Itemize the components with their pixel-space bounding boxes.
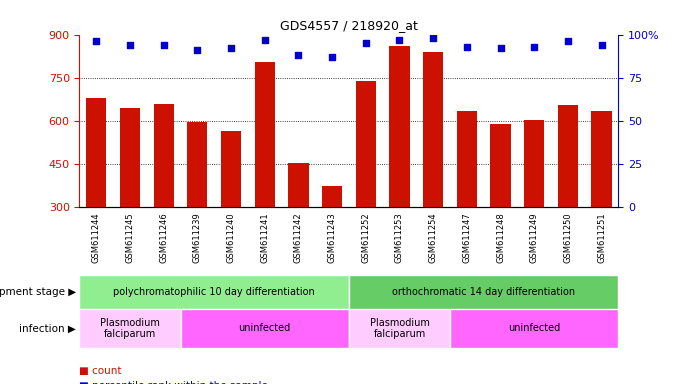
Point bbox=[91, 38, 102, 45]
Text: GSM611245: GSM611245 bbox=[126, 213, 135, 263]
Text: GSM611252: GSM611252 bbox=[361, 213, 370, 263]
Bar bbox=[254, 62, 275, 207]
Text: GSM611247: GSM611247 bbox=[462, 213, 471, 263]
Bar bbox=[524, 119, 545, 207]
Text: uninfected: uninfected bbox=[238, 323, 291, 333]
Text: GSM611253: GSM611253 bbox=[395, 213, 404, 263]
Point bbox=[259, 37, 270, 43]
Text: Plasmodium
falciparum: Plasmodium falciparum bbox=[370, 318, 429, 339]
Text: orthochromatic 14 day differentiation: orthochromatic 14 day differentiation bbox=[392, 287, 576, 297]
Bar bbox=[457, 111, 477, 207]
Title: GDS4557 / 218920_at: GDS4557 / 218920_at bbox=[280, 19, 418, 32]
Text: GSM611246: GSM611246 bbox=[159, 213, 168, 263]
Text: GSM611242: GSM611242 bbox=[294, 213, 303, 263]
Point bbox=[394, 37, 405, 43]
Bar bbox=[79, 309, 180, 348]
Point bbox=[495, 45, 506, 51]
Text: ■ count: ■ count bbox=[79, 366, 122, 376]
Text: GSM611241: GSM611241 bbox=[261, 213, 269, 263]
Text: infection ▶: infection ▶ bbox=[19, 323, 76, 333]
Text: uninfected: uninfected bbox=[508, 323, 560, 333]
Bar bbox=[491, 124, 511, 207]
Point bbox=[124, 42, 135, 48]
Text: ■ percentile rank within the sample: ■ percentile rank within the sample bbox=[79, 381, 268, 384]
Bar bbox=[389, 46, 410, 207]
Text: development stage ▶: development stage ▶ bbox=[0, 287, 76, 297]
Text: GSM611249: GSM611249 bbox=[530, 213, 539, 263]
Bar bbox=[288, 163, 308, 207]
Bar bbox=[349, 275, 618, 309]
Bar bbox=[322, 186, 342, 207]
Bar bbox=[86, 98, 106, 207]
Point bbox=[596, 42, 607, 48]
Text: polychromatophilic 10 day differentiation: polychromatophilic 10 day differentiatio… bbox=[113, 287, 315, 297]
Text: GSM611240: GSM611240 bbox=[227, 213, 236, 263]
Bar bbox=[120, 108, 140, 207]
Text: Plasmodium
falciparum: Plasmodium falciparum bbox=[100, 318, 160, 339]
Point bbox=[327, 54, 338, 60]
Bar bbox=[558, 105, 578, 207]
Point bbox=[293, 52, 304, 58]
Point bbox=[562, 38, 574, 45]
Bar bbox=[423, 52, 443, 207]
Point bbox=[428, 35, 439, 41]
Point bbox=[360, 40, 371, 46]
Point bbox=[529, 44, 540, 50]
Bar bbox=[450, 309, 618, 348]
Bar bbox=[180, 309, 349, 348]
Bar bbox=[221, 131, 241, 207]
Point bbox=[192, 47, 203, 53]
Text: GSM611243: GSM611243 bbox=[328, 213, 337, 263]
Bar bbox=[79, 275, 349, 309]
Text: GSM611251: GSM611251 bbox=[597, 213, 606, 263]
Point bbox=[225, 45, 236, 51]
Text: GSM611248: GSM611248 bbox=[496, 213, 505, 263]
Bar bbox=[349, 309, 450, 348]
Text: GSM611254: GSM611254 bbox=[428, 213, 437, 263]
Text: GSM611239: GSM611239 bbox=[193, 213, 202, 263]
Point bbox=[158, 42, 169, 48]
Point bbox=[462, 44, 473, 50]
Bar bbox=[356, 81, 376, 207]
Bar bbox=[591, 111, 612, 207]
Text: GSM611250: GSM611250 bbox=[563, 213, 572, 263]
Text: GSM611244: GSM611244 bbox=[92, 213, 101, 263]
Bar bbox=[187, 122, 207, 207]
Bar bbox=[153, 104, 173, 207]
